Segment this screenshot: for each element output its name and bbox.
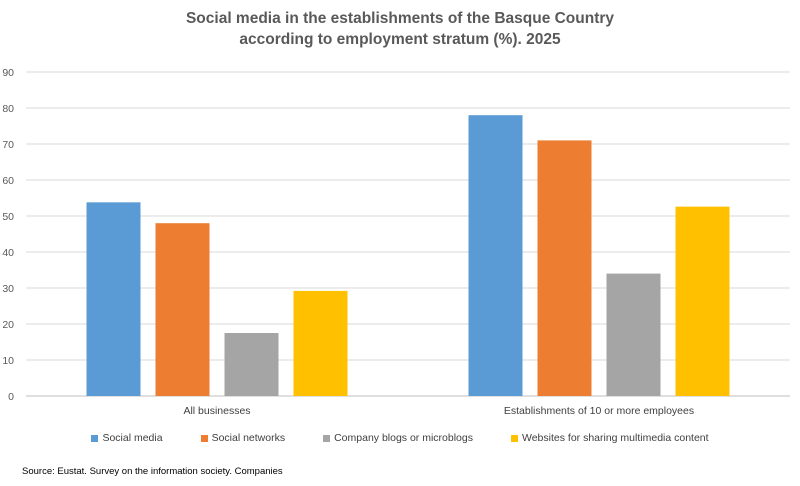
bar [86, 202, 141, 396]
legend-label-company-blogs: Company blogs or microblogs [334, 432, 473, 444]
source-note: Source: Eustat. Survey on the informatio… [22, 466, 283, 477]
legend-swatch-company-blogs [323, 434, 331, 442]
y-tick-label: 80 [2, 103, 14, 115]
legend-label-multimedia-websites: Websites for sharing multimedia content [522, 432, 709, 444]
legend-item-social-media: Social media [91, 432, 163, 444]
legend-swatch-multimedia-websites [511, 434, 518, 442]
y-tick-label: 0 [8, 391, 14, 403]
y-tick-label: 60 [2, 175, 14, 187]
legend-item-social-networks: Social networks [200, 432, 286, 444]
chart-title-line-1: Social media in the establishments of th… [185, 10, 615, 27]
chart-title-line-2: according to employment stratum (%). 202… [239, 31, 561, 48]
bar [468, 115, 523, 396]
legend-item-company-blogs: Company blogs or microblogs [323, 432, 473, 444]
y-tick-label: 20 [2, 319, 14, 331]
x-category-label: All businesses [183, 405, 250, 417]
y-tick-label: 10 [2, 355, 14, 367]
legend-swatch-social-networks [200, 434, 208, 442]
y-tick-label: 30 [2, 283, 14, 295]
legend-item-multimedia-websites: Websites for sharing multimedia content [511, 432, 709, 444]
bar [224, 333, 279, 396]
chart-legend: Social media Social networks Company blo… [0, 432, 800, 444]
x-category-label: Establishments of 10 or more employees [504, 405, 694, 417]
y-tick-label: 50 [2, 211, 14, 223]
legend-label-social-networks: Social networks [211, 432, 286, 444]
bar [606, 273, 661, 396]
y-tick-label: 70 [2, 139, 14, 151]
legend-swatch-social-media [91, 434, 99, 442]
bar [293, 290, 348, 396]
legend-label-social-media: Social media [102, 432, 163, 444]
bar [537, 140, 592, 396]
chart-title: Social media in the establishments of th… [0, 8, 800, 50]
bar [675, 206, 730, 396]
y-tick-label: 40 [2, 247, 14, 259]
y-tick-label: 90 [2, 67, 14, 79]
bar [155, 223, 210, 396]
